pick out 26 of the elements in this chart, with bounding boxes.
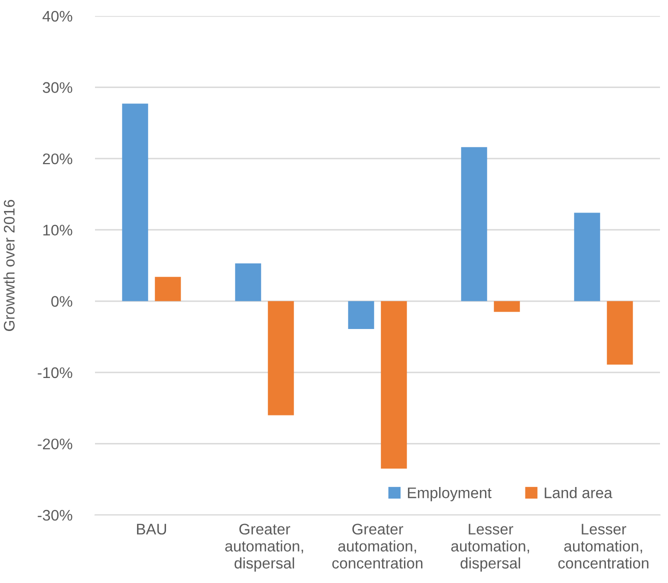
y-tick-label: 30%: [42, 82, 72, 93]
legend-label: Employment: [408, 487, 492, 502]
bar: [122, 104, 148, 302]
x-tick-label: Greater automation, concentration: [332, 524, 422, 569]
y-tick-label: 0%: [51, 296, 72, 307]
y-tick-label: 20%: [42, 153, 72, 164]
y-tick-label: 40%: [42, 10, 72, 22]
bar: [494, 301, 520, 312]
y-tick-label: -10%: [38, 367, 72, 378]
bar: [606, 301, 633, 365]
x-tick-label: Lesser automation, concentration: [558, 524, 648, 569]
bar: [154, 276, 181, 302]
y-axis-title: Growwth over 2016: [3, 200, 15, 331]
bar: [235, 263, 262, 302]
bar: [574, 212, 600, 302]
bar: [268, 301, 294, 416]
y-tick-label: -20%: [38, 438, 72, 450]
bar: [461, 147, 488, 302]
x-tick-label: BAU: [137, 524, 166, 535]
y-tick-label: 10%: [43, 224, 72, 236]
y-tick-label: -30%: [38, 510, 72, 521]
bar: [380, 301, 407, 469]
bar: [348, 301, 374, 329]
legend-label: Land area: [544, 487, 612, 498]
x-tick-label: Lesser automation, dispersal: [451, 524, 530, 572]
x-tick-label: Greater automation, dispersal: [225, 524, 304, 572]
